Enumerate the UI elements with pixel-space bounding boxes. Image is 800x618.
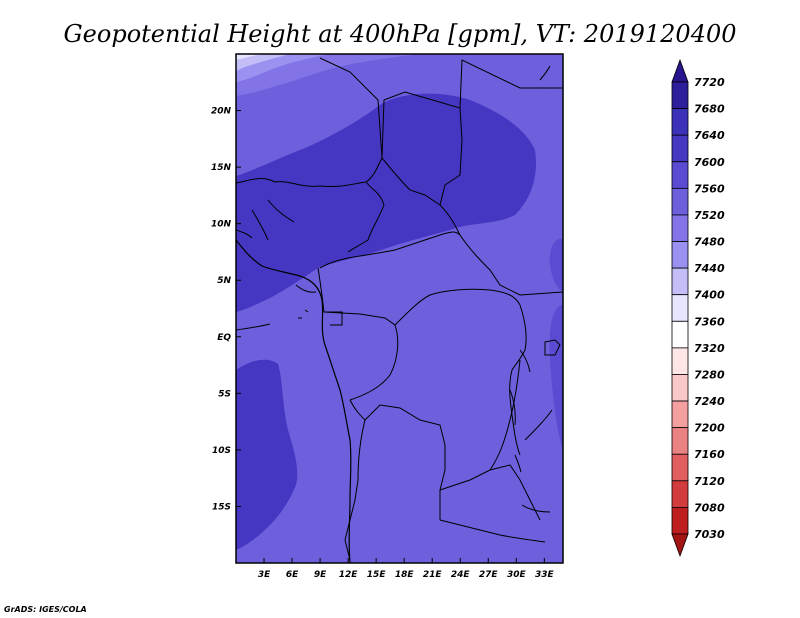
colorbar-label: 7200 (694, 422, 725, 435)
colorbar-label: 7160 (694, 448, 725, 461)
colorbar-label: 7400 (694, 289, 725, 302)
colorbar-label: 7600 (694, 156, 725, 169)
colorbar-swatch (671, 214, 689, 242)
x-axis: 3E 6E 9E 12E 15E 18E 21E 24E 27E 30E 33E (258, 558, 555, 580)
y-tick-label: EQ (217, 333, 231, 343)
x-tick-label: 30E (507, 570, 527, 580)
colorbar-cap-bottom (671, 533, 689, 558)
colorbar-label: 7320 (694, 342, 725, 355)
colorbar-swatch (671, 267, 689, 296)
country-borders (236, 57, 563, 561)
colorbar-swatch (671, 374, 689, 402)
contour-band (236, 54, 262, 60)
colorbar-swatch (671, 187, 689, 216)
colorbar-label: 7080 (694, 501, 725, 514)
x-tick-label: 24E (451, 570, 471, 580)
colorbar-label: 7280 (694, 368, 725, 381)
y-tick-label: 5S (218, 389, 231, 399)
colorbar-cap-top (671, 58, 689, 83)
y-tick-label: 20N (211, 107, 232, 117)
colorbar-swatch (671, 81, 689, 109)
colorbar-label: 7720 (694, 76, 725, 89)
colorbar-label: 7640 (694, 129, 725, 142)
colorbar-swatch (671, 161, 689, 189)
x-tick-label: 12E (339, 570, 359, 580)
colorbar-label: 7440 (694, 262, 725, 275)
colorbar-swatch (671, 507, 689, 535)
colorbar-label: 7680 (694, 103, 725, 116)
contour-band (236, 93, 536, 312)
colorbar: 7720 7680 7640 7600 7560 7520 7480 7440 7400 7360… (671, 58, 725, 558)
x-tick-label: 15E (367, 570, 387, 580)
x-tick-label: 9E (314, 570, 327, 580)
x-tick-label: 33E (535, 570, 555, 580)
colorbar-swatch (671, 400, 689, 429)
colorbar-swatch (671, 347, 689, 375)
colorbar-swatch (671, 108, 689, 136)
contour-band (549, 239, 563, 292)
colorbar-swatch (671, 427, 689, 455)
chart-title: Geopotential Height at 400hPa [gpm], VT:… (64, 20, 737, 48)
colorbar-label: 7360 (694, 315, 725, 328)
contour-band (236, 54, 290, 71)
y-axis: 20N 15N 10N 5N EQ 5S 10S 15S (211, 107, 241, 512)
colorbar-label: 7030 (694, 528, 725, 541)
colorbar-swatch (671, 241, 689, 269)
colorbar-label: 7560 (694, 182, 725, 195)
credit-label: GrADS: IGES/COLA (4, 605, 87, 614)
colorbar-label: 7120 (694, 475, 725, 488)
colorbar-swatch (671, 320, 689, 349)
colorbar-label: 7480 (694, 236, 725, 249)
colorbar-label: 7520 (694, 209, 725, 222)
y-tick-label: 5N (217, 276, 231, 286)
map-panel: 3E 6E 9E 12E 15E 18E 21E 24E 27E 30E 33E 20N 15N 10N… (211, 53, 564, 580)
y-tick-label: 15S (212, 502, 231, 512)
lakes (298, 309, 551, 513)
y-tick-label: 10S (212, 446, 231, 456)
colorbar-swatch (671, 480, 689, 508)
x-tick-label: 27E (479, 570, 499, 580)
contour-band (236, 359, 298, 550)
contour-band (549, 305, 563, 450)
colorbar-swatch (671, 453, 689, 482)
colorbar-swatch (671, 294, 689, 322)
colorbar-swatch (671, 134, 689, 163)
map-frame (235, 53, 564, 564)
x-tick-label: 3E (258, 570, 271, 580)
colorbar-label: 7240 (694, 395, 725, 408)
x-tick-label: 21E (423, 570, 443, 580)
y-tick-label: 10N (211, 220, 232, 230)
x-tick-label: 18E (395, 570, 415, 580)
x-tick-label: 6E (286, 570, 299, 580)
coastline (236, 239, 352, 563)
y-tick-label: 15N (211, 163, 232, 173)
